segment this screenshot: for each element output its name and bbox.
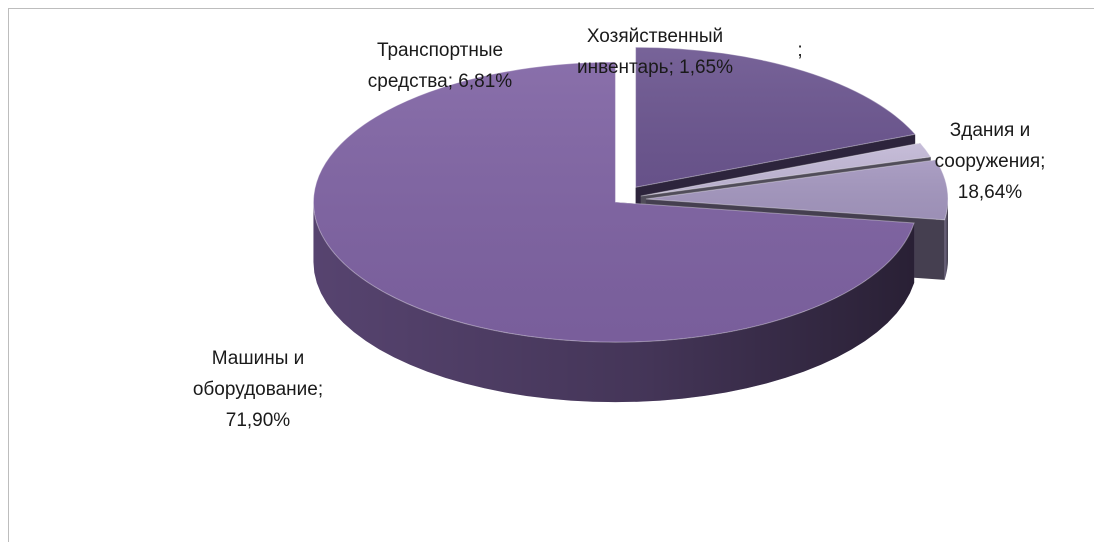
slice-label-line: ;	[797, 40, 802, 61]
slice-label-машины-и-оборудование: Машины и оборудование; 71,90%	[193, 348, 323, 431]
slice-label-blank: ;	[797, 40, 802, 61]
slice-label-line: оборудование;	[193, 379, 323, 400]
slice-label-line: 71,90%	[226, 410, 291, 431]
slice-top-sheen-машины-и-оборудование	[312, 61, 915, 343]
slice-label-line: Машины и	[212, 348, 305, 369]
slice-label-line: Здания и	[950, 120, 1030, 141]
slice-top-sheen-хозяйственный-инвентарь	[640, 142, 932, 197]
chart-frame	[8, 8, 1094, 542]
slice-label-line: Хозяйственный	[587, 26, 723, 47]
slice-label-line: Транспортные	[377, 40, 503, 61]
slice-top-sheen-транспортные-средства	[645, 159, 949, 221]
slice-side-shade-машины-и-оборудование-0	[313, 202, 915, 403]
slice-label-транспортные-средства: Транспортные средства; 6,81%	[368, 40, 512, 92]
slice-label-хозяйственный-инвентарь: Хозяйственный инвентарь; 1,65%	[577, 26, 733, 78]
slice-top-sheen-здания-и-сооружения	[635, 46, 917, 188]
slice-label-line: сооружения;	[935, 151, 1046, 172]
slice-labels: Здания и сооружения; 18,64%; Хозяйственный и…	[193, 26, 1046, 431]
slice-label-line: средства; 6,81%	[368, 71, 512, 92]
slice-label-здания-и-сооружения: Здания и сооружения; 18,64%	[935, 120, 1046, 203]
slice-label-line: инвентарь; 1,65%	[577, 57, 733, 78]
slice-label-line: 18,64%	[958, 182, 1023, 203]
slice-side-shade-транспортные-средства-0	[944, 199, 948, 280]
slice-tops	[312, 46, 949, 343]
